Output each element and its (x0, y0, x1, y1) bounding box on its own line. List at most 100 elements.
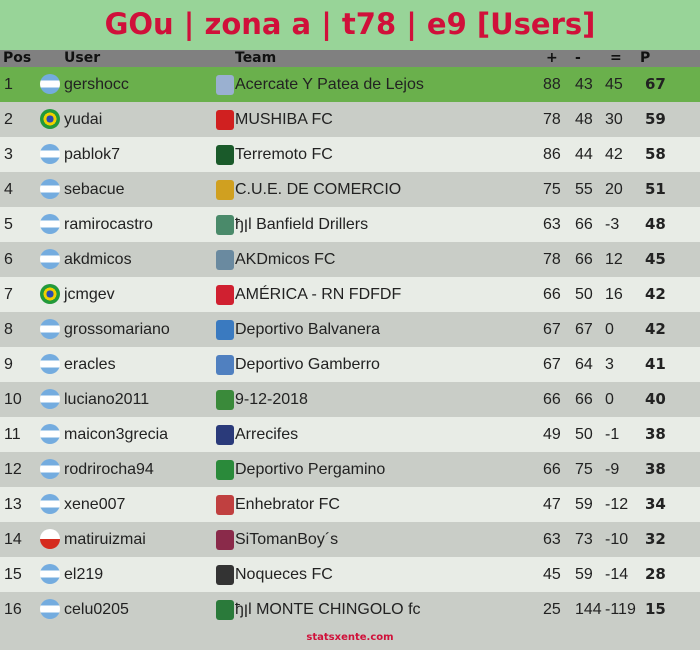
points-value: 48 (645, 215, 666, 233)
team-crest-icon (216, 250, 234, 270)
table-row: 14 matiruizmai SiTomanBoy´s 63 73 -10 32 (0, 522, 700, 557)
user-link[interactable]: eracles (64, 356, 116, 373)
team-link[interactable]: Acercate Y Patea de Lejos (235, 76, 424, 93)
team-crest-icon (216, 320, 234, 340)
table-row: 6 akdmicos AKDmicos FC 78 66 12 45 (0, 242, 700, 277)
user-link[interactable]: maicon3grecia (64, 426, 169, 443)
brazil-flag-icon (40, 109, 60, 129)
user-link[interactable]: yudai (64, 111, 103, 128)
team-link[interactable]: 9-12-2018 (235, 391, 308, 408)
position: 8 (4, 321, 13, 338)
minus-value: 55 (575, 181, 593, 198)
team-link[interactable]: Arrecifes (235, 426, 299, 443)
footer-link[interactable]: statsxente.com (306, 632, 394, 643)
points-value: 32 (645, 530, 666, 548)
team-link[interactable]: Deportivo Pergamino (235, 461, 386, 478)
user-link[interactable]: luciano2011 (64, 391, 150, 408)
team-link[interactable]: Enhebrator FC (235, 496, 340, 513)
position: 6 (4, 251, 13, 268)
argentina-flag-icon (40, 144, 60, 164)
team-crest-icon (216, 565, 234, 585)
position: 3 (4, 146, 13, 163)
minus-value: 66 (575, 216, 593, 233)
plus-value: 66 (543, 461, 561, 478)
user-link[interactable]: grossomariano (64, 321, 170, 338)
diff-value: -10 (605, 531, 629, 548)
position: 16 (4, 601, 22, 618)
header-pos: Pos (3, 50, 32, 66)
minus-value: 66 (575, 391, 593, 408)
argentina-flag-icon (40, 354, 60, 374)
diff-value: -119 (605, 601, 636, 618)
minus-value: 50 (575, 426, 593, 443)
argentina-flag-icon (40, 459, 60, 479)
table-row: 7 jcmgev AMÉRICA - RN FDFDF 66 50 16 42 (0, 277, 700, 312)
points-value: 38 (645, 425, 666, 443)
points-value: 34 (645, 495, 666, 513)
team-link[interactable]: Deportivo Gamberro (235, 356, 380, 373)
diff-value: 0 (605, 321, 614, 338)
position: 9 (4, 356, 13, 373)
diff-value: -3 (605, 216, 620, 233)
user-link[interactable]: akdmicos (64, 251, 132, 268)
diff-value: 45 (605, 76, 623, 93)
plus-value: 49 (543, 426, 561, 443)
header-points: P (640, 50, 651, 66)
minus-value: 48 (575, 111, 593, 128)
header-user: User (64, 50, 101, 66)
user-link[interactable]: matiruizmai (64, 531, 146, 548)
table-row: 8 grossomariano Deportivo Balvanera 67 6… (0, 312, 700, 347)
plus-value: 25 (543, 601, 561, 618)
team-link[interactable]: Deportivo Balvanera (235, 321, 380, 338)
position: 15 (4, 566, 22, 583)
team-crest-icon (216, 145, 234, 165)
minus-value: 66 (575, 251, 593, 268)
plus-value: 78 (543, 111, 561, 128)
team-link[interactable]: Terremoto FC (235, 146, 333, 163)
team-link[interactable]: AMÉRICA - RN FDFDF (235, 286, 402, 303)
minus-value: 64 (575, 356, 593, 373)
team-link[interactable]: ђןl Banfield Drillers (235, 216, 369, 233)
team-link[interactable]: AKDmicos FC (235, 251, 336, 268)
position: 2 (4, 111, 13, 128)
points-value: 59 (645, 110, 666, 128)
user-link[interactable]: sebacue (64, 181, 125, 198)
position: 1 (4, 76, 13, 93)
table-row: 11 maicon3grecia Arrecifes 49 50 -1 38 (0, 417, 700, 452)
user-link[interactable]: gershocc (64, 76, 129, 93)
minus-value: 50 (575, 286, 593, 303)
minus-value: 73 (575, 531, 593, 548)
user-link[interactable]: celu0205 (64, 601, 129, 618)
user-link[interactable]: rodrirocha94 (64, 461, 154, 478)
team-crest-icon (216, 530, 234, 550)
argentina-flag-icon (40, 389, 60, 409)
points-value: 28 (645, 565, 666, 583)
argentina-flag-icon (40, 319, 60, 339)
table-row: 12 rodrirocha94 Deportivo Pergamino 66 7… (0, 452, 700, 487)
table-row: 16 celu0205 ђןl MONTE CHINGOLO fc 25 144… (0, 592, 700, 650)
position: 7 (4, 286, 13, 303)
user-link[interactable]: jcmgev (64, 286, 115, 303)
user-link[interactable]: pablok7 (64, 146, 121, 163)
team-link[interactable]: ђןl MONTE CHINGOLO fc (235, 601, 421, 618)
plus-value: 45 (543, 566, 561, 583)
points-value: 45 (645, 250, 666, 268)
team-crest-icon (216, 75, 234, 95)
user-link[interactable]: el219 (64, 566, 104, 583)
table-row: 1 gershocc Acercate Y Patea de Lejos 88 … (0, 67, 700, 102)
page-title: GOu | zona a | t78 | e9 [Users] (104, 7, 596, 41)
points-value: 38 (645, 460, 666, 478)
points-value: 67 (645, 75, 666, 93)
team-link[interactable]: C.U.E. DE COMERCIO (235, 181, 402, 198)
user-link[interactable]: ramirocastro (64, 216, 153, 233)
position: 13 (4, 496, 22, 513)
team-link[interactable]: SiTomanBoy´s (235, 531, 339, 548)
team-link[interactable]: Noqueces FC (235, 566, 333, 583)
chile-flag-icon (40, 529, 60, 549)
team-crest-icon (216, 495, 234, 515)
user-link[interactable]: xene007 (64, 496, 126, 513)
header-minus: - (575, 50, 581, 66)
plus-value: 67 (543, 321, 561, 338)
plus-value: 75 (543, 181, 561, 198)
team-link[interactable]: MUSHIBA FC (235, 111, 333, 128)
